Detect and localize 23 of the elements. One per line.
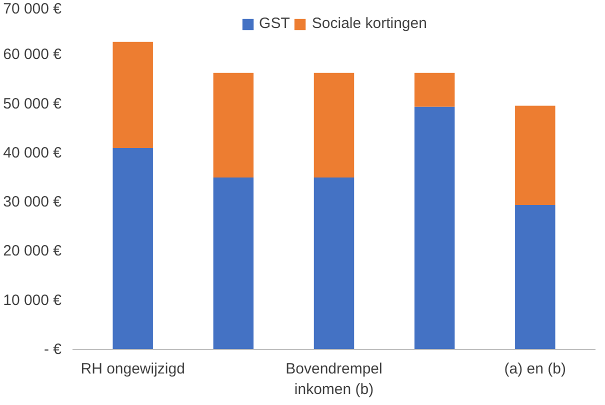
bar (414, 106, 455, 350)
bar (213, 178, 254, 350)
y-tick-label: 20 000 € (3, 242, 62, 260)
bar (112, 148, 153, 350)
bar (515, 106, 556, 206)
y-tick-label: 50 000 € (3, 95, 62, 112)
legend-label: GST (259, 15, 290, 32)
y-tick-label: 40 000 € (3, 144, 62, 162)
bar (414, 72, 455, 107)
bar (213, 72, 254, 178)
y-tick-label: 60 000 € (3, 46, 62, 64)
x-tick-label: Bovendrempel inkomen (b) (286, 360, 382, 398)
y-tick-label: 70 000 € (3, 0, 62, 18)
legend-label: Sociale kortingen (312, 15, 427, 32)
bar (314, 178, 354, 350)
bar (515, 205, 556, 350)
y-tick-label: 30 000 € (3, 194, 62, 211)
bar (314, 72, 354, 178)
x-tick-label: RH ongewijzigd (80, 360, 185, 378)
y-tick-label: 10 000 € (3, 292, 62, 309)
y-tick-label: - € (44, 341, 62, 358)
x-tick-label: (a) en (b) (504, 360, 566, 378)
bar (112, 42, 153, 148)
